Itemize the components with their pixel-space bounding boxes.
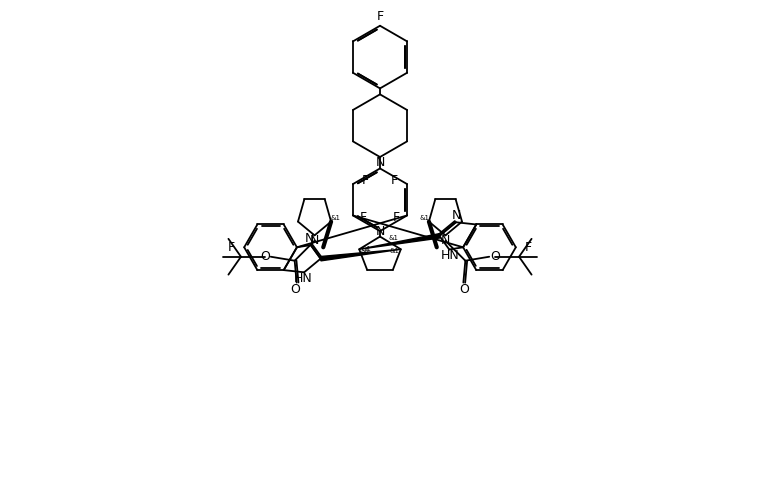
Text: O: O — [260, 250, 269, 263]
Text: &1: &1 — [388, 235, 398, 241]
Text: HN: HN — [294, 272, 313, 285]
Polygon shape — [359, 234, 440, 249]
Text: N: N — [452, 209, 461, 222]
Text: F: F — [228, 241, 235, 254]
Text: O: O — [490, 250, 500, 263]
Text: &1: &1 — [390, 248, 400, 254]
Text: O: O — [460, 283, 470, 296]
Text: O: O — [291, 283, 301, 296]
Text: N: N — [310, 234, 319, 247]
Text: N: N — [375, 156, 385, 169]
Text: N: N — [375, 225, 385, 238]
Text: F: F — [377, 10, 384, 23]
Text: F: F — [360, 211, 367, 224]
Text: &1: &1 — [361, 246, 371, 252]
Text: &1: &1 — [360, 248, 370, 254]
Text: &1: &1 — [330, 214, 340, 221]
Text: F: F — [391, 173, 398, 187]
Text: N: N — [305, 232, 314, 245]
Text: HN: HN — [441, 249, 460, 262]
Text: F: F — [393, 211, 400, 224]
Text: &1: &1 — [420, 214, 430, 221]
Polygon shape — [320, 249, 401, 261]
Text: N: N — [441, 234, 451, 247]
Text: F: F — [361, 173, 369, 187]
Text: F: F — [525, 241, 532, 254]
